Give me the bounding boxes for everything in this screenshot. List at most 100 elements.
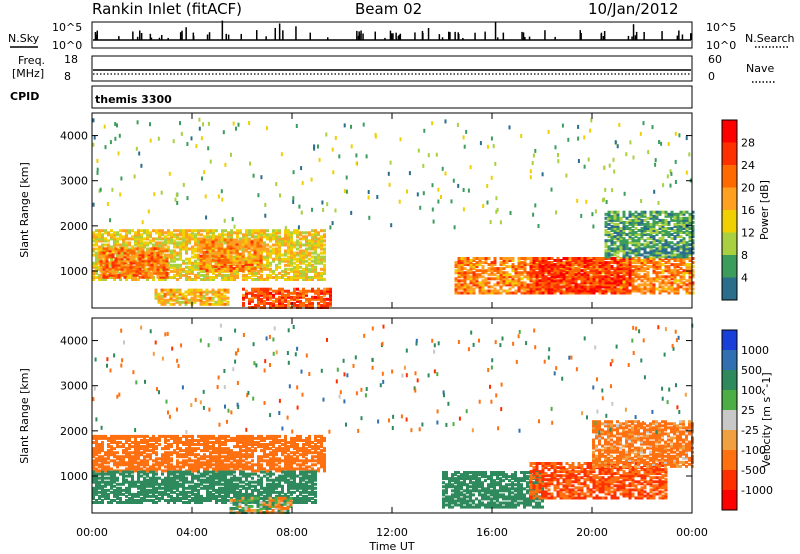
heatmap-cell [511,269,515,273]
heatmap-cell [160,300,164,304]
heatmap-cell [120,247,124,251]
heatmap-cell [152,449,155,453]
heatmap-cell [673,224,677,228]
heatmap-cell [669,169,672,174]
heatmap-cell [457,263,461,267]
heatmap-cell [266,257,269,261]
heatmap-cell [607,287,611,291]
heatmap-cell [229,258,233,262]
heatmap-cell [159,253,163,257]
heatmap-cell [117,267,121,271]
heatmap-cell [266,237,269,241]
heatmap-cell [132,257,136,261]
heatmap-cell [242,235,245,239]
heatmap-cell [646,233,650,237]
heatmap-cell [119,245,122,249]
heatmap-cell [688,243,692,247]
heatmap-cell [278,301,281,305]
heatmap-cell [173,249,176,253]
heatmap-cell [628,222,632,226]
heatmap-cell [217,194,220,199]
heatmap-cell [670,287,674,291]
heatmap-cell [308,241,311,245]
heatmap-cell [188,269,191,273]
heatmap-cell [586,273,590,277]
heatmap-cell [538,263,542,267]
heatmap-cell [556,271,560,275]
heatmap-cell [161,245,164,249]
heatmap-cell [116,123,118,128]
heatmap-cell [149,465,152,469]
heatmap-cell [514,273,518,277]
heatmap-cell [147,259,151,263]
heatmap-cell [155,457,158,461]
heatmap-cell [194,255,197,259]
heatmap-cell [628,269,632,273]
heatmap-cell [92,243,95,247]
heatmap-cell [224,276,227,279]
heatmap-cell [113,441,116,444]
heatmap-cell [616,261,620,265]
heatmap-cell [104,243,107,247]
heatmap-cell [233,273,236,277]
heatmap-cell [257,233,260,237]
heatmap-cell [323,263,326,267]
heatmap-cell [214,250,218,254]
heatmap-cell [164,253,167,257]
heatmap-cell [140,459,143,463]
heatmap-cell [631,283,635,287]
heatmap-cell [674,131,677,136]
heatmap-cell [367,190,370,194]
heatmap-cell [185,278,188,281]
heatmap-cell [610,233,614,237]
heatmap-cell [305,247,308,251]
heatmap-cell [323,287,326,291]
heatmap-cell [604,291,608,295]
heatmap-cell [637,267,641,271]
heatmap-cell [661,279,665,283]
heatmap-cell [135,273,139,277]
heatmap-cell [637,275,641,279]
heatmap-cell [667,271,671,275]
heatmap-cell [490,291,494,295]
heatmap-cell [266,267,269,271]
heatmap-cell [559,279,563,283]
heatmap-cell [159,273,163,277]
heatmap-cell [592,291,596,295]
heatmap-cell [676,259,680,262]
heatmap-cell [144,259,148,263]
heatmap-cell [128,241,131,245]
heatmap-cell [226,300,230,304]
heatmap-cell [167,237,170,241]
heatmap-cell [406,189,408,194]
heatmap-cell [574,281,578,285]
heatmap-cell [658,247,662,251]
heatmap-cell [535,267,539,271]
heatmap-cell [257,235,260,239]
heatmap-cell [113,434,116,438]
heatmap-cell [167,233,170,237]
heatmap-cell [211,302,215,306]
heatmap-cell [460,273,464,277]
heatmap-cell [166,290,170,294]
heatmap-cell [532,271,536,275]
heatmap-cell [296,276,299,279]
heatmap-cell [329,289,332,293]
heatmap-cell [619,233,623,237]
heatmap-cell [460,267,464,271]
heatmap-cell [293,265,296,269]
heatmap-cell [163,292,167,296]
heatmap-cell [159,263,163,267]
heatmap-cell [577,265,581,269]
heatmap-cell [125,436,128,440]
heatmap-cell [658,241,662,245]
heatmap-cell [164,231,167,235]
heatmap-cell [256,242,260,246]
heatmap-cell [634,251,638,255]
heatmap-cell [160,294,164,298]
heatmap-cell [248,276,251,279]
heatmap-cell [117,251,121,255]
heatmap-cell [162,263,166,267]
heatmap-cell [302,253,305,257]
heatmap-cell [150,263,154,267]
